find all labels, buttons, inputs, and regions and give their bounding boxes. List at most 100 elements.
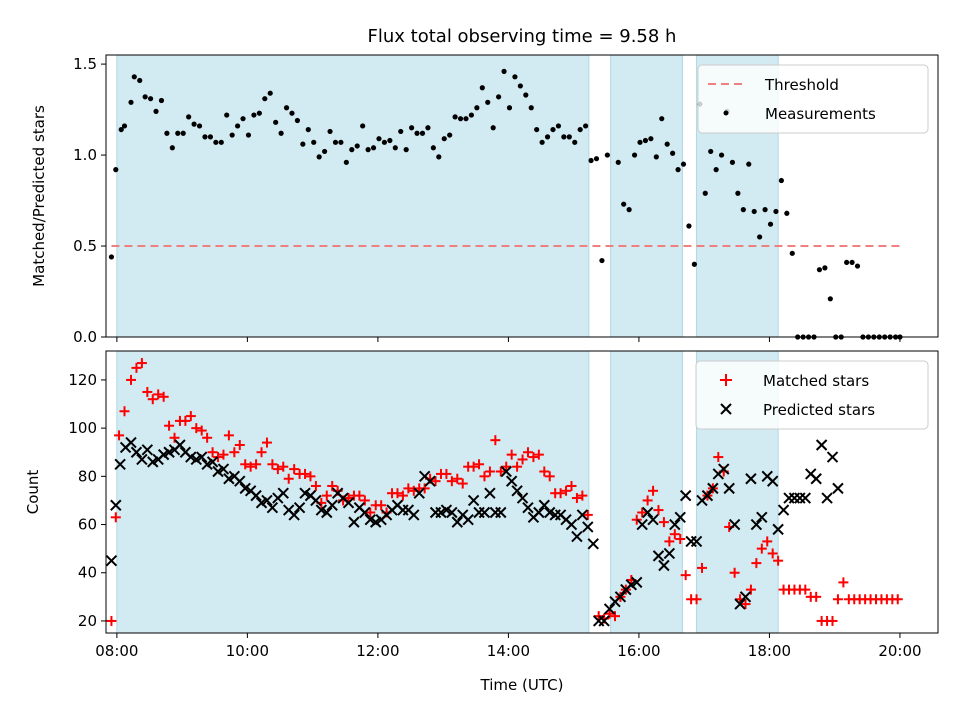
- predicted-star-point: [424, 475, 436, 487]
- measurement-point: [370, 145, 377, 151]
- measurement-point: [588, 157, 594, 164]
- predicted-star-point-b: [391, 499, 404, 511]
- measurement-point: [506, 105, 513, 111]
- predicted-star-point-b: [690, 535, 703, 548]
- predicted-star-point-b: [598, 615, 610, 627]
- predicted-star-point: [658, 559, 670, 572]
- measurement-point: [164, 130, 170, 136]
- measurement-point: [740, 207, 746, 213]
- predicted-star-point: [750, 518, 763, 531]
- predicted-star-point-b: [587, 538, 599, 550]
- legend-measurements-label: Measurements: [765, 105, 876, 123]
- predicted-star-point: [217, 463, 230, 475]
- matched-star-points: [106, 358, 903, 626]
- legend-measurements-swatch: [723, 110, 729, 116]
- bottom-observing-span: [610, 350, 683, 634]
- measurement-point: [664, 141, 670, 147]
- predicted-star-point: [745, 473, 757, 485]
- bottom-x-tick-label: 10:00: [226, 642, 269, 660]
- matched-star-point: [653, 505, 664, 516]
- matched-star-point: [506, 449, 517, 460]
- legend-threshold-label: Threshold: [764, 76, 839, 94]
- matched-star-point: [751, 558, 762, 569]
- bottom-observing-span: [116, 350, 590, 634]
- bottom-x-tick-label: 12:00: [356, 642, 399, 660]
- matched-star-point: [773, 555, 784, 566]
- top-observing-span: [610, 54, 683, 338]
- matched-star-point: [251, 459, 262, 470]
- matched-star-point: [539, 466, 550, 477]
- measurement-point: [577, 126, 583, 133]
- predicted-star-point-b: [304, 489, 317, 502]
- predicted-star-point-b: [299, 487, 311, 499]
- predicted-star-point-b: [495, 506, 507, 519]
- matched-star-point: [756, 543, 767, 554]
- measurement-point: [621, 201, 627, 207]
- matched-star-point: [213, 452, 224, 463]
- predicted-star-point: [266, 501, 279, 514]
- measurement-point: [419, 130, 426, 136]
- matched-star-point: [669, 529, 680, 540]
- measurement-point: [414, 130, 420, 136]
- measurement-point: [757, 234, 763, 240]
- bottom-x-tick-label: 08:00: [95, 642, 138, 660]
- predicted-star-point-b: [761, 470, 773, 483]
- bottom-x-ticks: 08:00 10:00 12:00 14:00 16:00 18:00 20:00: [95, 633, 922, 660]
- matched-star-point: [631, 514, 642, 525]
- matched-star-point: [430, 476, 441, 487]
- predicted-star-point-b: [326, 499, 338, 511]
- matched-star-point: [359, 495, 370, 506]
- matched-star-point: [376, 500, 387, 511]
- measurement-point: [108, 254, 115, 260]
- predicted-star-point-b: [217, 463, 230, 475]
- matched-star-point: [261, 437, 272, 448]
- top-y-tick-label: 0.0: [73, 328, 97, 346]
- predicted-star-point-b: [522, 501, 534, 514]
- predicted-star-point: [516, 492, 529, 504]
- predicted-star-point-b: [261, 494, 273, 507]
- predicted-star-point-b: [244, 485, 257, 497]
- measurement-point: [648, 136, 654, 142]
- predicted-star-point: [723, 482, 735, 495]
- measurement-point: [572, 139, 578, 145]
- bottom-x-tick-label: 18:00: [748, 642, 791, 660]
- predicted-star-point: [495, 506, 507, 519]
- measurement-point: [849, 259, 855, 266]
- matched-star-point: [343, 493, 354, 504]
- matched-star-point: [642, 495, 653, 506]
- predicted-star-point: [794, 492, 806, 504]
- bottom-axes-frame: [105, 350, 939, 634]
- predicted-star-point-b: [105, 554, 118, 567]
- predicted-star-point: [522, 501, 534, 514]
- measurement-point: [251, 112, 257, 118]
- measurement-point: [147, 96, 154, 102]
- predicted-star-point: [728, 518, 741, 531]
- matched-star-point: [740, 599, 751, 610]
- measurement-point: [523, 92, 529, 98]
- measurement-point: [686, 223, 692, 229]
- measurement-point: [311, 139, 317, 145]
- measurement-point: [245, 132, 252, 138]
- measurement-point: [118, 126, 124, 133]
- matched-star-point: [142, 386, 153, 397]
- measurement-point: [283, 105, 290, 111]
- measurement-point: [403, 147, 409, 153]
- matched-star-point: [517, 454, 528, 465]
- predicted-star-point: [707, 482, 719, 495]
- matched-star-point: [180, 415, 191, 426]
- predicted-star-point: [652, 550, 665, 562]
- predicted-star-point-b: [250, 489, 262, 502]
- matched-star-point: [762, 536, 773, 547]
- matched-star-point: [609, 611, 620, 622]
- predicted-star-point-b: [125, 436, 137, 449]
- matched-star-point: [327, 480, 338, 491]
- predicted-star-point-b: [462, 514, 474, 526]
- top-y-tick-label: 0.5: [73, 237, 97, 255]
- matched-star-point: [522, 447, 533, 458]
- predicted-star-point-b: [652, 550, 665, 562]
- predicted-star-point-b: [283, 504, 295, 516]
- matched-star-point: [196, 425, 207, 436]
- predicted-star-point: [446, 506, 458, 519]
